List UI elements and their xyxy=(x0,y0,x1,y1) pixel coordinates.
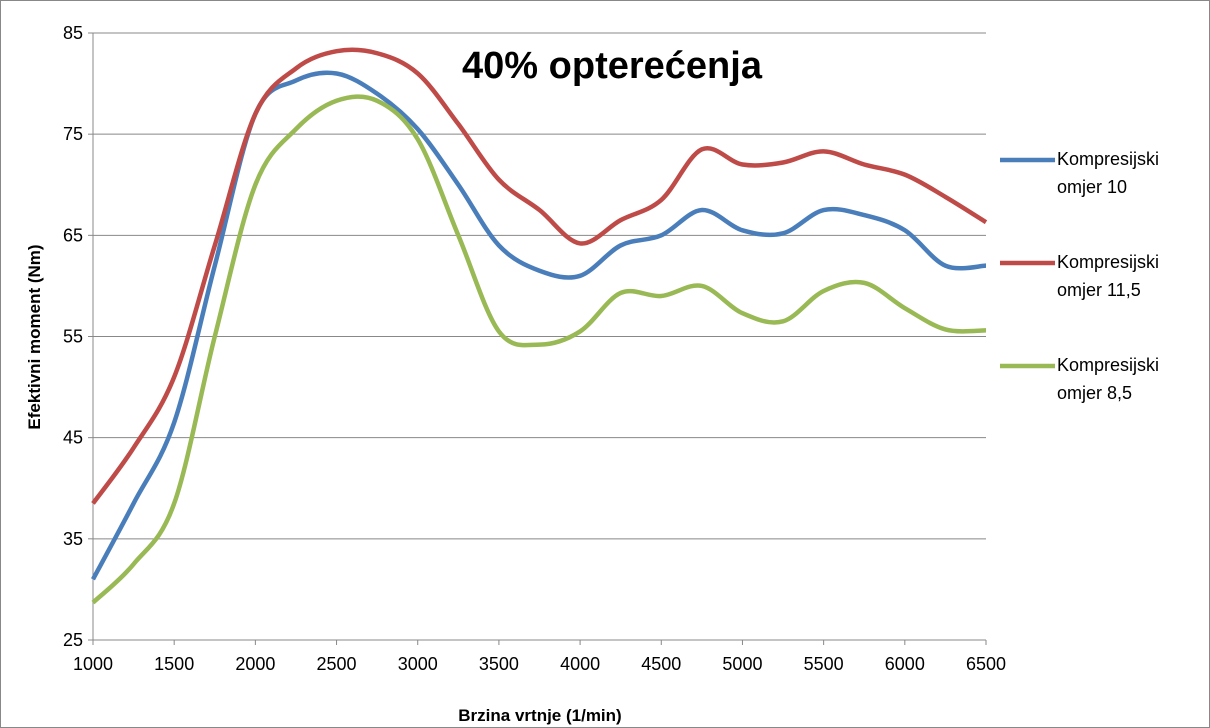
x-tick-label: 4500 xyxy=(641,654,681,674)
y-tick-label: 25 xyxy=(63,630,83,650)
series-line xyxy=(91,94,987,605)
y-tick-label: 35 xyxy=(63,529,83,549)
series-line xyxy=(91,47,988,505)
x-tick-label: 2000 xyxy=(235,654,275,674)
x-axis-title: Brzina vrtnje (1/min) xyxy=(458,706,621,725)
y-tick-label: 85 xyxy=(63,23,83,43)
x-tick-label: 1500 xyxy=(154,654,194,674)
y-tick-label: 65 xyxy=(63,225,83,245)
y-axis-title: Efektivni moment (Nm) xyxy=(25,244,44,429)
x-tick-label: 3000 xyxy=(398,654,438,674)
x-tick-label: 3500 xyxy=(479,654,519,674)
x-tick-label: 6000 xyxy=(885,654,925,674)
series-line xyxy=(91,70,987,581)
x-tick-label: 6500 xyxy=(966,654,1006,674)
y-tick-label: 55 xyxy=(63,327,83,347)
y-tick-label: 75 xyxy=(63,124,83,144)
y-tick-label: 45 xyxy=(63,428,83,448)
legend-label: Kompresijski omjer 10 xyxy=(1057,149,1160,197)
x-tick-label: 5500 xyxy=(804,654,844,674)
chart-title: 40% opterećenja xyxy=(462,45,763,87)
x-tick-label: 4000 xyxy=(560,654,600,674)
legend-label: Kompresijski omjer 8,5 xyxy=(1057,355,1160,403)
x-tick-label: 2500 xyxy=(317,654,357,674)
x-tick-label: 1000 xyxy=(73,654,113,674)
legend-label: Kompresijski omjer 11,5 xyxy=(1057,252,1160,300)
x-tick-label: 5000 xyxy=(722,654,762,674)
